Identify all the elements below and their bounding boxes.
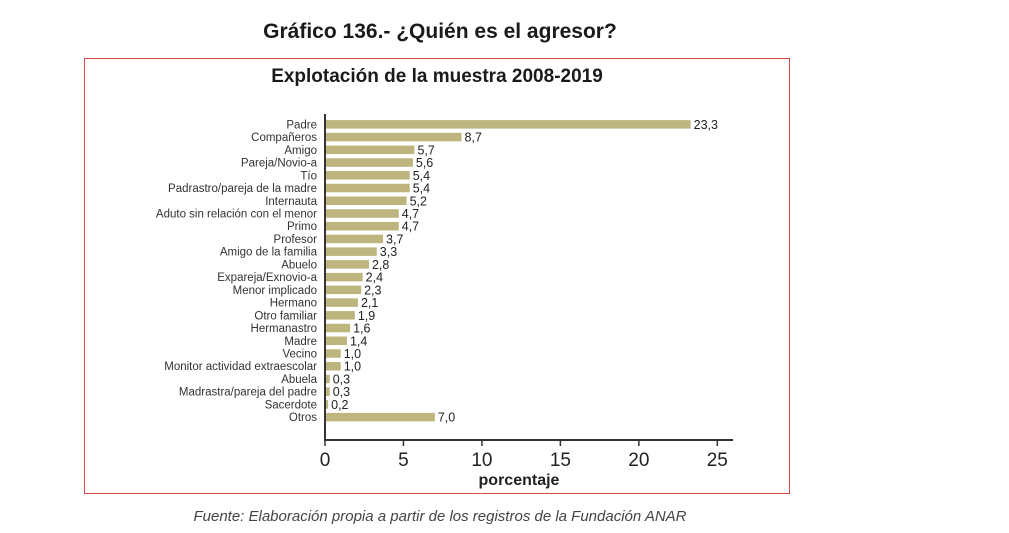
category-label: Primo [287, 221, 317, 233]
value-label: 5,2 [410, 194, 427, 208]
category-label: Aduto sin relación con el menor [156, 208, 317, 220]
category-label: Expareja/Exnovio-a [217, 272, 317, 284]
bar [325, 412, 435, 422]
value-label: 1,0 [344, 360, 361, 374]
value-label: 1,4 [350, 334, 367, 348]
bar [325, 196, 407, 205]
bar [325, 145, 415, 155]
x-tick-label: 15 [550, 450, 571, 471]
category-label: Madre [284, 336, 317, 348]
category-label: Hermanastro [251, 323, 317, 335]
category-label: Amigo de la familia [220, 247, 318, 259]
value-label: 1,9 [358, 309, 375, 323]
value-label: 3,3 [380, 245, 397, 259]
value-label: 5,4 [413, 182, 430, 196]
x-tick-label: 20 [628, 450, 649, 471]
value-label: 4,7 [402, 220, 419, 234]
bar [325, 221, 399, 231]
bar [325, 323, 351, 333]
category-label: Madrastra/pareja del padre [179, 387, 317, 399]
category-label: Hermano [270, 298, 317, 310]
bar [325, 387, 330, 396]
category-label: Vecino [282, 349, 317, 361]
category-label: Profesor [274, 234, 318, 246]
value-label: 8,7 [465, 131, 482, 145]
value-label: 0,3 [333, 372, 350, 386]
category-label: Compañeros [251, 132, 317, 144]
bar [325, 158, 413, 167]
bar [325, 349, 341, 358]
value-label: 7,0 [438, 411, 455, 425]
bar [325, 171, 410, 180]
value-label: 2,8 [372, 258, 389, 272]
category-label: Abuelo [281, 259, 317, 271]
category-label: Padrastro/pareja de la madre [168, 183, 317, 195]
value-label: 23,3 [694, 118, 718, 132]
bar [325, 120, 691, 129]
bar [325, 209, 399, 218]
category-label: Menor implicado [233, 285, 317, 297]
bar [325, 311, 355, 320]
x-axis-label: porcentaje [479, 472, 560, 489]
bar [325, 272, 363, 282]
bar [325, 285, 362, 295]
bar [325, 183, 410, 193]
value-label: 1,0 [344, 347, 361, 361]
value-label: 1,6 [353, 322, 370, 336]
bar [325, 361, 341, 371]
value-label: 2,4 [366, 271, 383, 285]
bar [325, 374, 330, 384]
bar [325, 400, 329, 409]
category-label: Internauta [265, 196, 317, 208]
category-label: Tío [300, 170, 317, 182]
chart-title: Explotación de la muestra 2008-2019 [271, 66, 603, 87]
bar [325, 336, 347, 346]
bar [325, 298, 358, 307]
category-label: Otro familiar [254, 310, 317, 322]
category-label: Pareja/Novio-a [241, 158, 318, 170]
value-label: 3,7 [386, 232, 403, 246]
category-label: Monitor actividad extraescolar [164, 361, 317, 373]
value-label: 0,3 [333, 385, 350, 399]
page-title: Gráfico 136.- ¿Quién es el agresor? [263, 20, 617, 43]
x-tick-label: 0 [320, 450, 331, 471]
category-label: Otros [289, 412, 317, 424]
chart-frame [84, 58, 790, 494]
x-tick-label: 25 [707, 450, 728, 471]
category-label: Sacerdote [265, 399, 317, 411]
category-label: Padre [286, 119, 317, 131]
bar [325, 260, 369, 269]
value-label: 2,1 [361, 296, 378, 310]
x-tick-label: 10 [471, 450, 492, 471]
bar [325, 247, 377, 256]
value-label: 5,7 [417, 143, 434, 157]
value-label: 4,7 [402, 207, 419, 221]
category-label: Abuela [281, 374, 317, 386]
value-label: 5,6 [416, 156, 433, 170]
category-label: Amigo [284, 145, 317, 157]
x-tick-label: 5 [398, 450, 409, 471]
source-note: Fuente: Elaboración propia a partir de l… [193, 508, 687, 525]
bar [325, 234, 384, 244]
value-label: 0,2 [331, 398, 348, 412]
value-label: 2,3 [364, 283, 381, 297]
value-label: 5,4 [413, 169, 430, 183]
bar [325, 132, 462, 142]
